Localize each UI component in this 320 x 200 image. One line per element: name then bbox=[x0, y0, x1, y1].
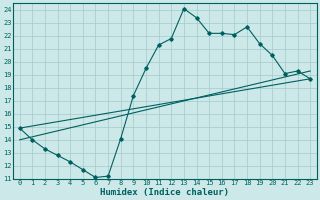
X-axis label: Humidex (Indice chaleur): Humidex (Indice chaleur) bbox=[100, 188, 229, 197]
